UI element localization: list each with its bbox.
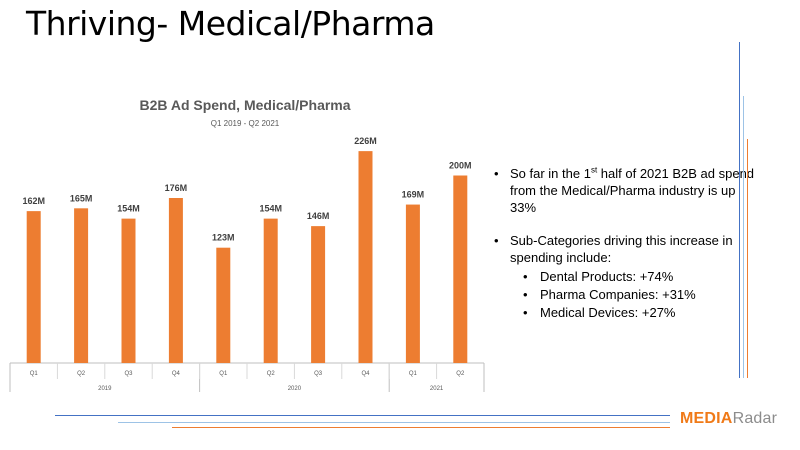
data-label: 200M <box>449 161 472 171</box>
x-tick-label: Q1 <box>219 371 228 377</box>
bar <box>26 211 41 363</box>
x-tick-label: Q4 <box>172 371 181 377</box>
x-tick-label: Q2 <box>456 371 465 377</box>
bar <box>216 247 231 363</box>
x-tick-label: Q4 <box>361 371 370 377</box>
data-label: 226M <box>354 136 377 146</box>
data-label: 176M <box>165 183 188 193</box>
sub-bullet-dental: Dental Products: +74% <box>510 268 762 285</box>
sub-bullet-devices: Medical Devices: +27% <box>510 304 762 321</box>
bullet-point-2: Sub-Categories driving this increase in … <box>492 232 762 321</box>
decor-line-bottom-blue <box>55 415 670 416</box>
data-label: 169M <box>402 190 425 200</box>
decor-line-orange <box>747 139 748 378</box>
bullet-point-1: So far in the 1st half of 2021 B2B ad sp… <box>492 165 762 216</box>
bar <box>168 198 183 363</box>
bar <box>453 175 468 363</box>
decor-line-bottom-lightblue <box>118 422 670 423</box>
bar <box>358 151 373 363</box>
bar <box>311 226 326 363</box>
x-tick-label: Q1 <box>30 371 39 377</box>
bullet-1-text-end: half of 2021 B2B ad spend from the Medic… <box>510 166 755 215</box>
bullet-1-text-start: So far in the 1 <box>510 166 591 181</box>
mediaradar-logo: MEDIARadar <box>680 410 778 427</box>
data-label: 146M <box>307 211 330 221</box>
bar <box>263 218 278 363</box>
decor-line-blue-short <box>743 96 744 378</box>
bullet-1-superscript: st <box>590 165 598 175</box>
bar <box>405 204 420 363</box>
sub-bullet-list: Dental Products: +74% Pharma Companies: … <box>510 268 762 321</box>
sub-bullet-pharma: Pharma Companies: +31% <box>510 286 762 303</box>
data-label: 162M <box>22 196 45 206</box>
bullet-2-text: Sub-Categories driving this increase in … <box>510 233 733 265</box>
slide-title: Thriving- Medical/Pharma <box>26 4 435 43</box>
group-label: 2020 <box>288 386 302 392</box>
x-tick-label: Q2 <box>77 371 86 377</box>
bar <box>121 218 136 363</box>
decor-line-blue-tall <box>739 42 740 378</box>
data-label: 154M <box>259 204 282 214</box>
data-label: 123M <box>212 233 235 243</box>
x-tick-label: Q3 <box>314 371 323 377</box>
bullet-list: So far in the 1st half of 2021 B2B ad sp… <box>492 165 762 322</box>
x-tick-label: Q1 <box>409 371 418 377</box>
bar <box>74 208 89 363</box>
chart-subtitle: Q1 2019 - Q2 2021 <box>210 119 280 128</box>
data-label: 154M <box>117 204 140 214</box>
group-label: 2021 <box>430 386 444 392</box>
chart-title: B2B Ad Spend, Medical/Pharma <box>139 97 351 113</box>
x-tick-label: Q3 <box>124 371 133 377</box>
decor-line-bottom-orange <box>172 427 670 428</box>
x-tick-label: Q2 <box>267 371 276 377</box>
bar-chart: 162M Q1 165M Q2 154M Q3 176M Q4 123M Q1 154M Q2 146M… <box>9 136 485 392</box>
data-label: 165M <box>70 193 93 203</box>
group-label: 2019 <box>98 386 112 392</box>
